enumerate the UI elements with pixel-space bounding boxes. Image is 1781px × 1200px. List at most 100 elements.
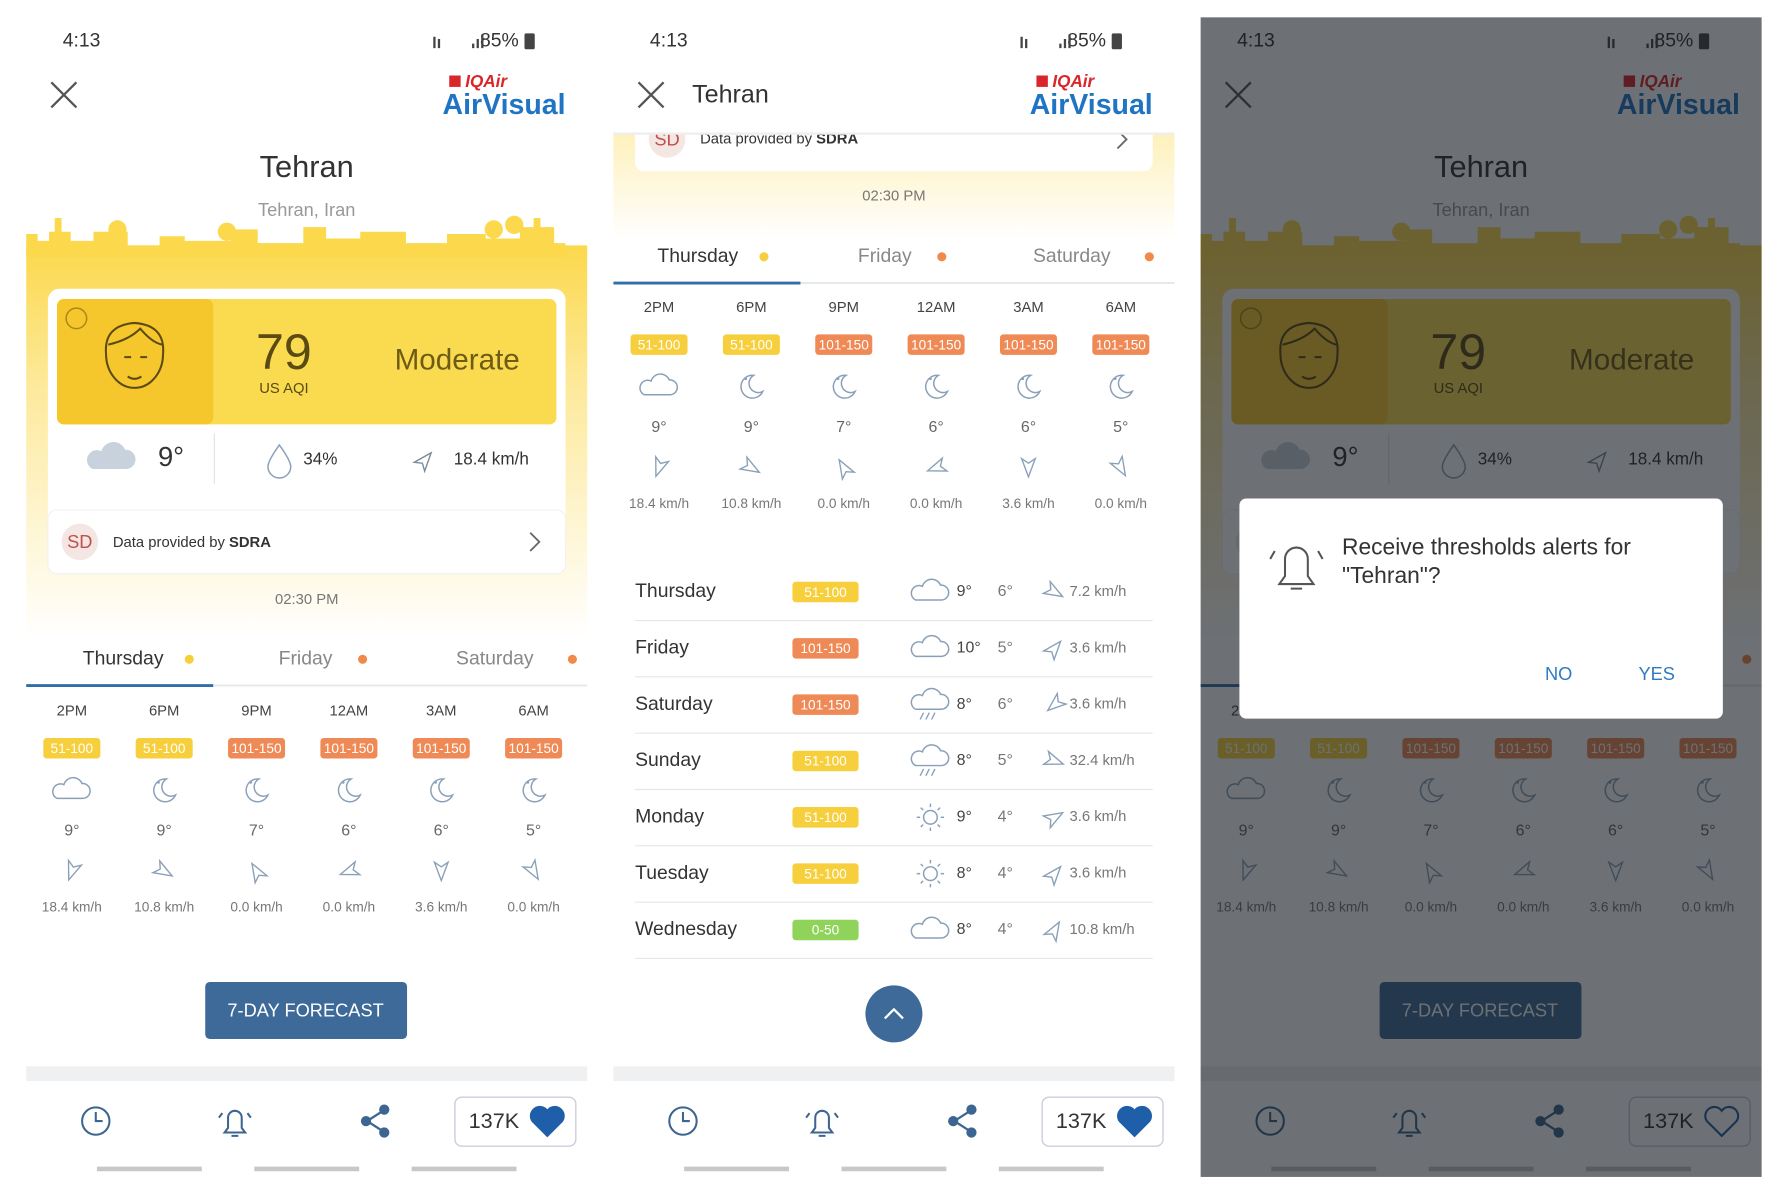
history-button[interactable] — [81, 1106, 111, 1136]
aqi-unit: US AQI — [259, 381, 308, 397]
day-wind: 3.6 km/h — [1070, 697, 1127, 713]
aqi-badge — [505, 737, 563, 759]
sun-ray — [920, 807, 924, 811]
aqi-value: 79 — [256, 324, 312, 380]
wind-arrow — [1041, 811, 1065, 830]
sun-ray — [920, 824, 924, 828]
aqi-badge — [1092, 334, 1150, 355]
sun-ray — [937, 863, 941, 867]
header-city: Tehran — [692, 81, 769, 109]
scroll-top-button[interactable] — [865, 985, 923, 1043]
share-node — [379, 1127, 390, 1138]
hour-temp: 7° — [836, 419, 851, 436]
aqi-range: 51-100 — [804, 810, 847, 825]
wind-arrow — [251, 861, 270, 885]
day-tab: Thursday — [83, 647, 164, 669]
day-high: 8° — [957, 921, 972, 938]
hour-label: 12AM — [917, 300, 956, 316]
day-low: 4° — [998, 809, 1013, 826]
day-tab: Thursday — [657, 245, 738, 267]
hour-temp: 6° — [1021, 419, 1036, 436]
skyline-tree — [505, 215, 524, 234]
likes-count: 137K — [469, 1108, 520, 1133]
header — [613, 17, 1175, 134]
clock-hands — [94, 1111, 103, 1123]
aqi-range: 101-150 — [1096, 337, 1147, 352]
aqi-dot — [567, 654, 577, 664]
moon-icon — [153, 778, 178, 803]
forecast-button[interactable] — [205, 981, 408, 1039]
day-tab: Friday — [858, 245, 912, 267]
day-low: 4° — [998, 921, 1013, 938]
aqi-dot — [184, 654, 194, 664]
alert-button[interactable] — [805, 1109, 839, 1137]
hour-wind: 18.4 km/h — [42, 899, 102, 914]
day-tab: Friday — [279, 647, 333, 669]
rain-drop — [930, 712, 936, 720]
cloud-icon — [86, 442, 136, 469]
hour-label: 9PM — [241, 704, 271, 720]
day-name: Wednesday — [635, 918, 737, 940]
source-provider: SDRA — [229, 535, 271, 551]
hour-label: 2PM — [644, 300, 674, 316]
hour-wind: 0.0 km/h — [910, 496, 962, 511]
close-button[interactable] — [637, 81, 665, 109]
hour-temp: 6° — [434, 823, 449, 840]
logo-product: AirVisual — [442, 89, 565, 121]
battery-level: 85% — [1067, 29, 1106, 51]
close-button[interactable] — [50, 81, 78, 109]
sun-ray — [937, 807, 941, 811]
star — [929, 377, 932, 381]
star — [157, 781, 160, 784]
aqi-dot — [937, 252, 947, 262]
battery-icon — [524, 33, 535, 50]
day-name: Friday — [635, 636, 689, 658]
share-node — [966, 1127, 977, 1138]
rain-drop — [930, 768, 936, 777]
signal-icons — [1020, 34, 1071, 49]
wind-speed: 18.4 km/h — [454, 449, 529, 468]
day-name: Tuesday — [635, 862, 709, 884]
share-node — [379, 1104, 390, 1115]
aqi-badge — [999, 334, 1057, 355]
day-high: 10° — [957, 640, 981, 657]
cloud-icon — [910, 634, 950, 658]
wind-arrow — [1020, 456, 1037, 479]
aqi-badge — [792, 863, 859, 884]
aqi-badge — [907, 334, 965, 355]
moon-icon — [522, 778, 547, 803]
aqi-range: 101-150 — [800, 641, 851, 656]
aqi-range: 51-100 — [638, 337, 681, 352]
source-text: Data provided by SDRA — [700, 131, 858, 147]
day-tab: Saturday — [456, 647, 534, 669]
alert-button[interactable] — [218, 1109, 252, 1137]
aqi-badge — [412, 737, 470, 759]
sun-ray — [920, 880, 924, 884]
aqi-dot — [1144, 252, 1154, 262]
history-button[interactable] — [668, 1106, 698, 1136]
hour-label: 12AM — [330, 704, 369, 720]
hour-label: 6AM — [1106, 300, 1136, 316]
dialog-no[interactable]: NO — [1545, 663, 1572, 684]
aqi-badge — [43, 737, 101, 759]
moon-icon — [337, 778, 362, 803]
moon-icon — [924, 374, 950, 399]
source-label: Data provided by — [113, 535, 226, 551]
day-low: 4° — [998, 865, 1013, 882]
dialog-yes[interactable]: YES — [1638, 663, 1675, 684]
status-time: 4:13 — [63, 29, 101, 51]
day-wind: 32.4 km/h — [1070, 753, 1135, 769]
dialog-message: "Tehran"? — [1342, 562, 1441, 588]
heart-icon — [1117, 1105, 1152, 1138]
aqi-badge — [792, 581, 859, 603]
star — [434, 781, 437, 784]
day-high: 9° — [957, 583, 972, 600]
update-time: 02:30 PM — [275, 592, 338, 608]
hour-label: 3AM — [1013, 300, 1043, 316]
aqi-range: 51-100 — [804, 754, 847, 769]
moon-icon — [430, 778, 455, 803]
day-wind: 3.6 km/h — [1070, 809, 1127, 825]
source-badge-text: SD — [67, 531, 92, 552]
